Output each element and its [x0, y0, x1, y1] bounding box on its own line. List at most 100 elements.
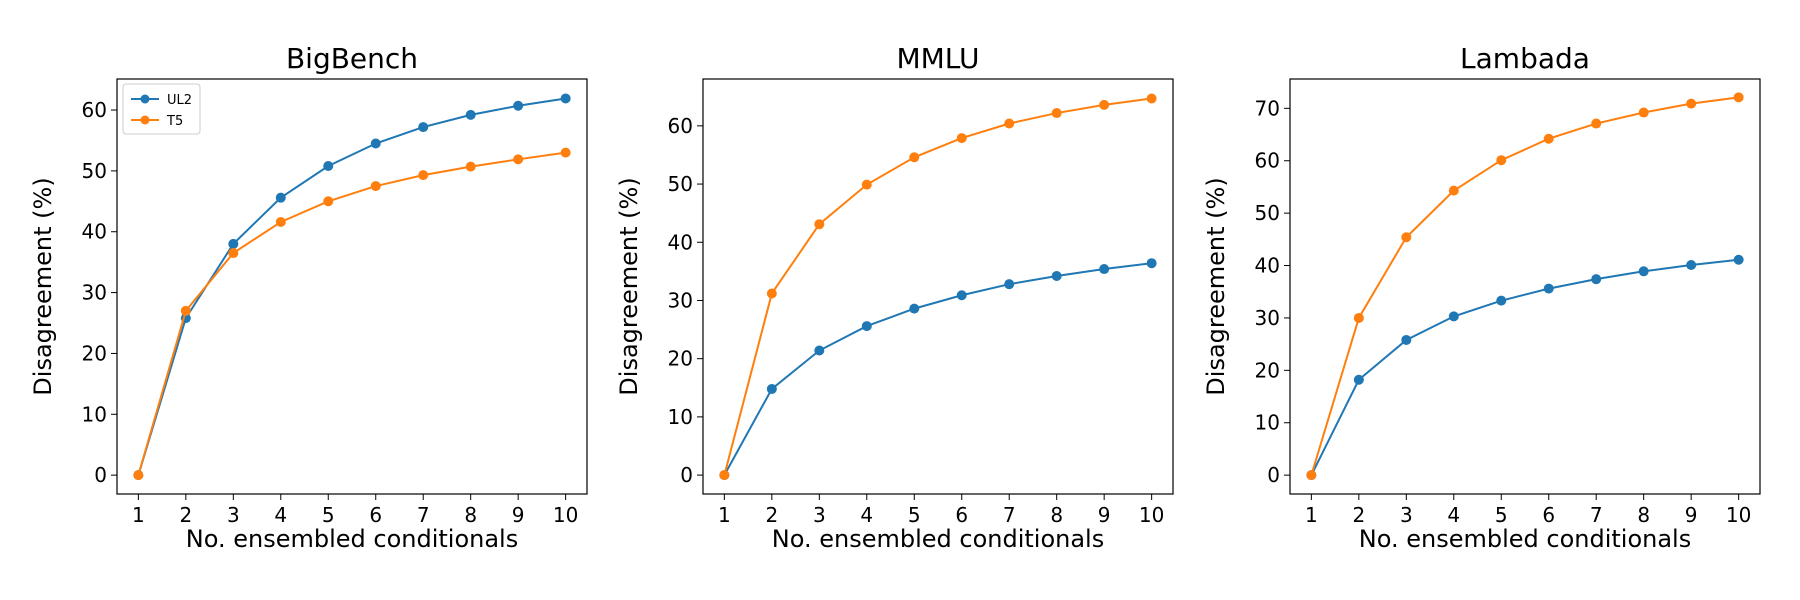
x-tick-label: 6: [1542, 503, 1555, 527]
y-tick-label: 0: [1267, 463, 1280, 487]
data-point-t5: [1401, 232, 1412, 243]
chart-mmlu: MMLU 1 2 3 4 5 6 7 8 9 10 0 10 20 30 40 50 60 No. ensemble…: [615, 42, 1174, 553]
x-tick-label: 10: [1139, 503, 1164, 527]
data-point-ul2: [323, 161, 334, 172]
data-point-t5: [1051, 108, 1062, 119]
data-point-t5: [861, 179, 872, 190]
data-point-t5: [719, 470, 730, 481]
x-tick-label: 7: [1003, 503, 1016, 527]
plot-frame: [702, 78, 1174, 495]
y-tick-label: 40: [82, 220, 107, 244]
x-tick-label: 5: [322, 503, 335, 527]
data-point-ul2: [228, 238, 239, 249]
plot-frame: [1289, 78, 1761, 495]
data-point-t5: [275, 216, 286, 227]
data-point-ul2: [956, 290, 967, 301]
data-point-t5: [1448, 185, 1459, 196]
chart-title: MMLU: [896, 42, 979, 75]
data-point-ul2: [1591, 274, 1602, 285]
data-point-t5: [1004, 118, 1015, 129]
data-point-t5: [560, 147, 571, 158]
x-axis-label: No. ensembled conditionals: [772, 525, 1104, 553]
x-tick-label: 5: [908, 503, 921, 527]
y-tick-label: 20: [668, 347, 693, 371]
data-point-t5: [1638, 107, 1649, 118]
data-point-ul2: [814, 345, 825, 356]
data-point-ul2: [1099, 264, 1110, 275]
y-tick-label: 10: [1255, 411, 1280, 435]
y-tick-label: 60: [1255, 149, 1280, 173]
chart-bigbench: BigBench 1 2 3 4 5 6 7 8 9 10 0 10 20 30 40 50 60 No. ense…: [29, 42, 588, 553]
data-point-ul2: [1004, 279, 1015, 290]
data-point-ul2: [418, 122, 429, 133]
series-line-t5: [1310, 96, 1739, 476]
x-tick-label: 6: [955, 503, 968, 527]
x-tick-label: 7: [1590, 503, 1603, 527]
x-tick-label: 1: [1305, 503, 1318, 527]
data-point-t5: [1099, 99, 1110, 110]
y-tick-label: 50: [82, 159, 107, 183]
data-point-ul2: [1401, 334, 1412, 345]
data-point-ul2: [370, 138, 381, 149]
data-point-t5: [1686, 98, 1697, 109]
data-point-t5: [180, 305, 191, 316]
x-tick-label: 1: [132, 503, 145, 527]
x-tick-label: 8: [464, 503, 477, 527]
data-point-ul2: [909, 303, 920, 314]
data-point-t5: [1146, 93, 1157, 104]
x-tick-label: 2: [765, 503, 778, 527]
series-line-ul2: [723, 262, 1152, 476]
legend-marker-t5: [140, 115, 150, 125]
data-point-ul2: [1686, 260, 1697, 271]
x-tick-label: 10: [1726, 503, 1751, 527]
plot-frame: [116, 78, 588, 495]
y-tick-label: 0: [94, 463, 107, 487]
y-tick-label: 60: [82, 98, 107, 122]
y-tick-label: 10: [668, 405, 693, 429]
data-point-ul2: [1353, 374, 1364, 385]
y-tick-label: 60: [668, 114, 693, 138]
data-point-t5: [513, 154, 524, 165]
data-point-t5: [418, 170, 429, 181]
chart-title: Lambada: [1460, 42, 1590, 75]
data-point-t5: [323, 196, 334, 207]
data-point-t5: [133, 470, 144, 481]
x-tick-label: 3: [813, 503, 826, 527]
data-point-ul2: [513, 100, 524, 111]
x-tick-label: 3: [1400, 503, 1413, 527]
data-point-ul2: [1146, 258, 1157, 269]
data-point-ul2: [275, 192, 286, 203]
y-tick-label: 50: [1255, 201, 1280, 225]
y-tick-label: 30: [668, 288, 693, 312]
data-point-t5: [956, 133, 967, 144]
data-point-t5: [1733, 92, 1744, 103]
y-tick-label: 40: [1255, 254, 1280, 278]
legend-label-t5: T5: [166, 114, 183, 129]
y-tick-label: 20: [82, 341, 107, 365]
y-axis-label: Disagreement (%): [615, 177, 643, 395]
x-axis-label: No. ensembled conditionals: [1359, 525, 1691, 553]
data-point-t5: [814, 219, 825, 230]
data-point-t5: [1496, 155, 1507, 166]
x-tick-label: 10: [553, 503, 578, 527]
x-tick-label: 1: [718, 503, 731, 527]
x-tick-label: 2: [1352, 503, 1365, 527]
data-point-t5: [1353, 312, 1364, 323]
y-tick-label: 0: [680, 463, 693, 487]
x-tick-label: 4: [860, 503, 873, 527]
y-tick-label: 30: [82, 281, 107, 305]
y-tick-label: 70: [1255, 96, 1280, 120]
data-point-ul2: [560, 93, 571, 104]
data-point-ul2: [766, 383, 777, 394]
y-axis-label: Disagreement (%): [1202, 177, 1230, 395]
data-point-ul2: [1496, 295, 1507, 306]
legend-label-ul2: UL2: [167, 93, 192, 108]
series-line-ul2: [1310, 258, 1739, 476]
data-point-t5: [1543, 133, 1554, 144]
x-tick-label: 3: [227, 503, 240, 527]
series-line-t5: [723, 97, 1152, 476]
data-point-t5: [465, 161, 476, 172]
y-tick-label: 10: [82, 402, 107, 426]
